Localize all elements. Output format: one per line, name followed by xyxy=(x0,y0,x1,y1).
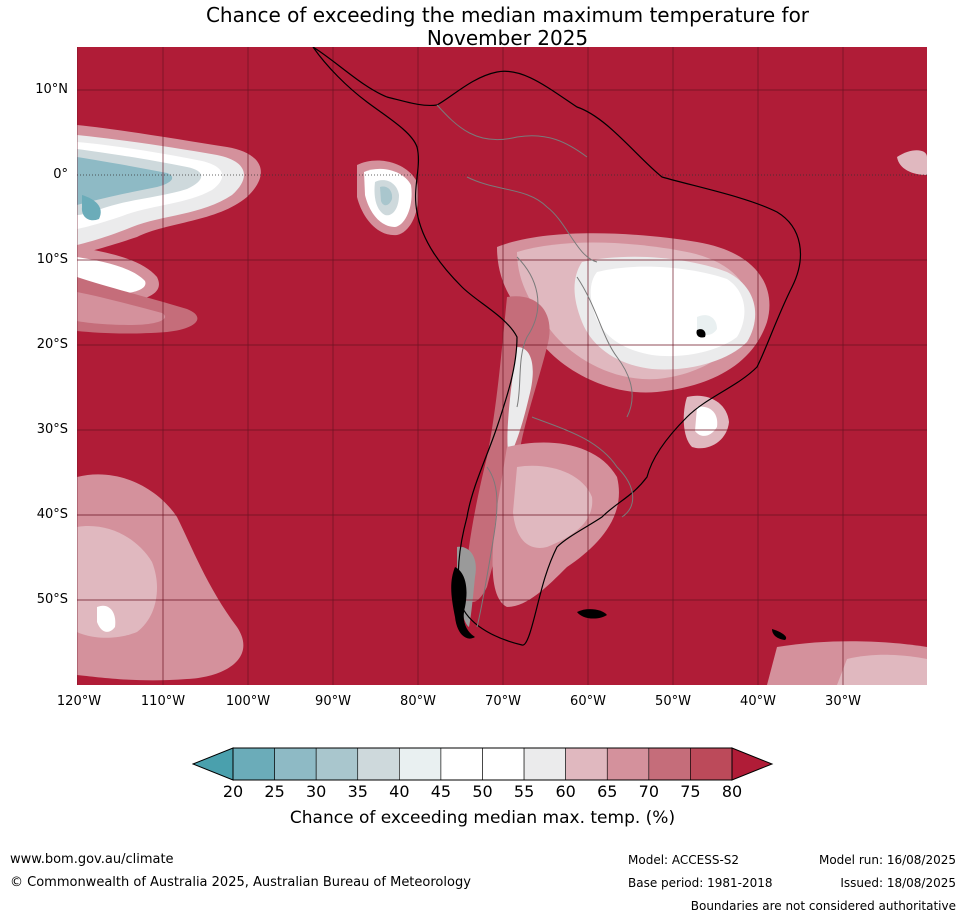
chile-fjords xyxy=(451,567,475,639)
lon-label-40w: 40°W xyxy=(740,694,776,709)
colorbar-tick-label: 75 xyxy=(680,782,701,801)
lon-label-120w: 120°W xyxy=(56,694,102,709)
lake-marker xyxy=(696,329,706,338)
disclaimer-text: Boundaries are not considered authoritat… xyxy=(690,899,956,913)
colorbar-tick-label: 50 xyxy=(472,782,493,801)
colorbar-cell xyxy=(565,747,608,781)
colorbar-cells xyxy=(232,747,733,781)
base-period-text: Base period: 1981-2018 xyxy=(628,876,773,890)
colorbar-cell xyxy=(606,747,650,781)
lat-label-20s: 20°S xyxy=(36,337,68,352)
colorbar-tick-label: 30 xyxy=(305,782,327,801)
brazil-neutral-region xyxy=(497,233,770,393)
colorbar-tick-label: 20 xyxy=(222,782,244,801)
colorbar-cell xyxy=(523,747,566,781)
colorbar-cell xyxy=(399,747,442,781)
lat-label-30s: 30°S xyxy=(36,422,68,437)
forecast-map xyxy=(77,47,927,685)
south-georgia xyxy=(772,629,787,640)
colorbar-cell xyxy=(690,747,733,781)
colorbar-tick-label: 80 xyxy=(721,782,743,801)
issued-text: Issued: 18/08/2025 xyxy=(840,876,956,890)
colorbar-tick-label: 70 xyxy=(638,782,660,801)
lon-label-90w: 90°W xyxy=(315,694,351,709)
graticule xyxy=(77,47,927,685)
title-line-2: November 2025 xyxy=(426,26,589,50)
pacific-cool-anomaly xyxy=(77,125,261,334)
colorbar-cell xyxy=(482,747,525,781)
lon-label-110w: 110°W xyxy=(140,694,186,709)
lat-label-0: 0° xyxy=(53,167,68,182)
colorbar-cell xyxy=(648,747,691,781)
copyright-text: © Commonwealth of Australia 2025, Austra… xyxy=(10,875,471,890)
colorbar-tick-label: 55 xyxy=(513,782,535,801)
colorbar-cell xyxy=(357,747,400,781)
colorbar-tick-label: 65 xyxy=(597,782,618,801)
lon-label-70w: 70°W xyxy=(485,694,521,709)
lon-label-100w: 100°W xyxy=(225,694,271,709)
colorbar-over-arrow xyxy=(731,747,774,781)
colorbar-frame xyxy=(232,747,733,781)
map-title: Chance of exceeding the median maximum t… xyxy=(0,4,965,50)
lon-label-60w: 60°W xyxy=(570,694,606,709)
lon-label-80w: 80°W xyxy=(400,694,436,709)
map-canvas xyxy=(77,47,927,685)
lat-label-10s: 10°S xyxy=(36,252,68,267)
lat-label-40s: 40°S xyxy=(36,507,68,522)
colorbar-cell xyxy=(274,747,317,781)
colorbar-under-arrow xyxy=(192,747,234,781)
colorbar-tick-label: 25 xyxy=(264,782,285,801)
lon-label-50w: 50°W xyxy=(655,694,691,709)
lat-label-50s: 50°S xyxy=(36,592,68,607)
model-text: Model: ACCESS-S2 xyxy=(628,853,740,867)
southern-regions xyxy=(77,150,927,685)
lat-label-10n: 10°N xyxy=(35,82,68,97)
falklands xyxy=(577,609,607,619)
colorbar-label: Chance of exceeding median max. temp. (%… xyxy=(289,808,676,828)
colorbar xyxy=(192,747,774,781)
country-boundaries xyxy=(436,104,634,628)
lon-label-30w: 30°W xyxy=(825,694,861,709)
website-link[interactable]: www.bom.gov.au/climate xyxy=(10,852,174,867)
south-america-coastline xyxy=(312,47,801,646)
colorbar-tick-label: 45 xyxy=(430,782,452,801)
colorbar-cell xyxy=(440,747,483,781)
ecuador-cool-anomaly xyxy=(357,160,419,236)
colorbar-tick-label: 35 xyxy=(347,782,368,801)
colorbar-cell xyxy=(232,747,275,781)
model-run-text: Model run: 16/08/2025 xyxy=(818,853,956,867)
colorbar-tick-label: 60 xyxy=(555,782,576,801)
colorbar-tick-label: 40 xyxy=(389,782,410,801)
title-line-1: Chance of exceeding the median maximum t… xyxy=(205,3,810,27)
colorbar-cell xyxy=(315,747,359,781)
